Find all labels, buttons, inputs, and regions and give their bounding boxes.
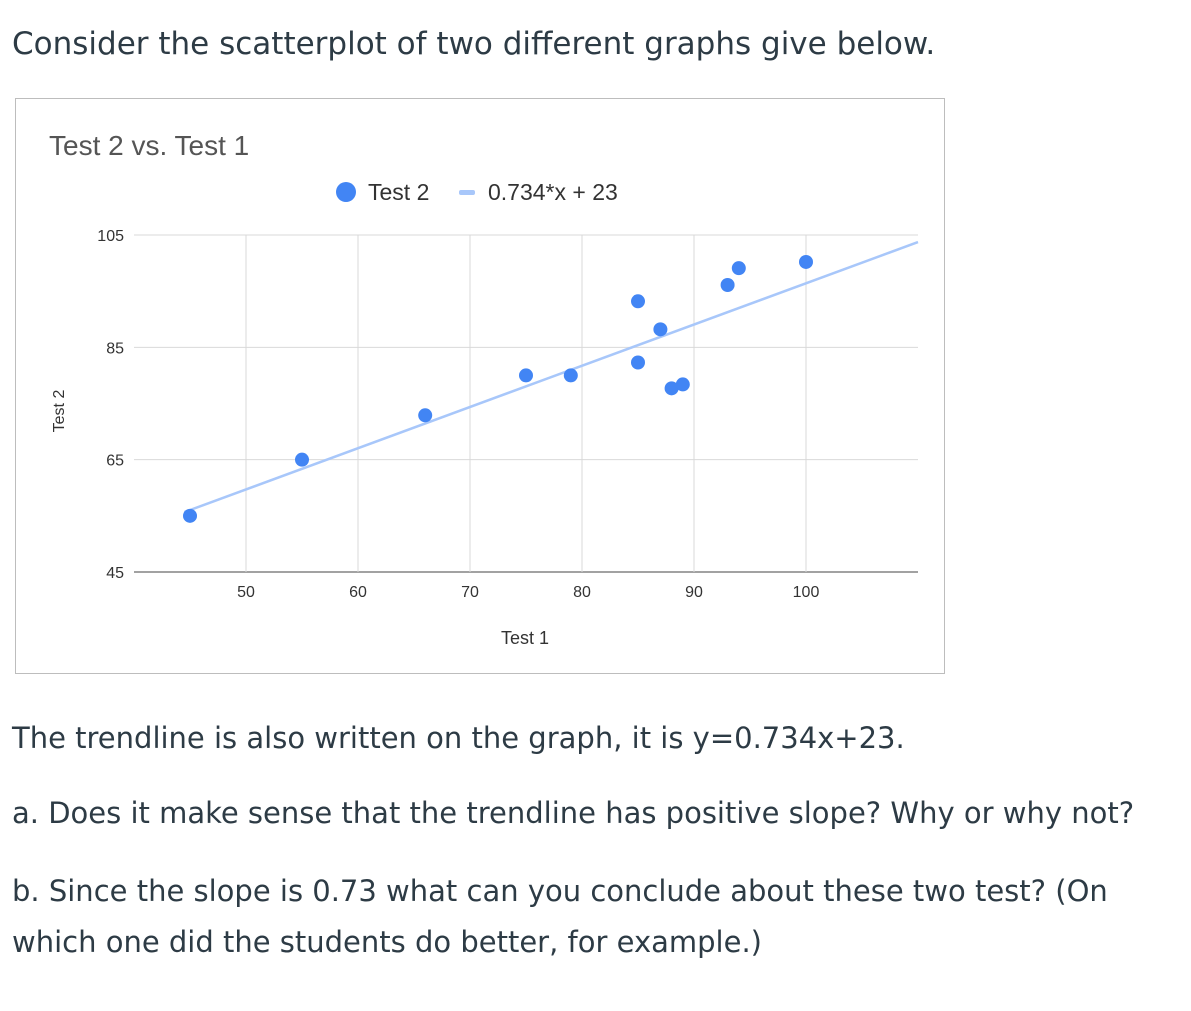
y-tick-label: 45 — [106, 565, 124, 582]
legend-label-trendline: 0.734*x + 23 — [488, 179, 618, 205]
x-tick-label: 60 — [349, 584, 367, 601]
x-tick-label: 50 — [237, 584, 255, 601]
legend-marker-test2 — [336, 182, 356, 202]
data-point — [631, 294, 645, 309]
data-point — [720, 277, 735, 292]
x-tick-label: 70 — [461, 584, 479, 601]
data-point — [653, 322, 668, 337]
y-axis-label: Test 2 — [51, 390, 68, 433]
question-b-line-1: b. Since the slope is 0.73 what can you … — [12, 874, 1108, 908]
grid — [134, 234, 918, 573]
x-tick-label: 90 — [685, 584, 703, 601]
data-point — [664, 381, 679, 396]
y-tick-label: 105 — [97, 228, 124, 245]
chart-title: Test 2 vs. Test 1 — [49, 130, 249, 161]
intro-text: Consider the scatterplot of two differen… — [12, 26, 936, 62]
data-point — [631, 355, 645, 370]
y-tick-label: 65 — [106, 453, 124, 470]
x-axis-label: Test 1 — [501, 628, 549, 648]
data-points — [183, 254, 813, 523]
trendline-statement: The trendline is also written on the gra… — [12, 721, 905, 755]
scatter-chart: 50 60 70 80 90 100 45 65 85 105 Test 2 vs. Test … — [15, 98, 945, 674]
question-b-line-2: which one did the students do better, fo… — [12, 925, 762, 959]
question-b: b. Since the slope is 0.73 what can you … — [12, 866, 1108, 968]
data-point — [799, 254, 813, 269]
trendline — [183, 240, 919, 514]
data-point — [418, 408, 433, 423]
question-a: a. Does it make sense that the trendline… — [12, 796, 1135, 830]
legend-marker-trendline — [459, 190, 475, 195]
data-point — [731, 261, 746, 276]
x-axis-ticks: 50 60 70 80 90 100 — [237, 584, 819, 601]
chart-canvas: 50 60 70 80 90 100 45 65 85 105 Test 2 vs. Test … — [49, 130, 919, 648]
data-point — [519, 368, 533, 383]
data-point — [183, 508, 197, 523]
y-tick-label: 85 — [106, 340, 124, 357]
legend-label-test2: Test 2 — [368, 179, 429, 205]
x-tick-label: 100 — [793, 584, 820, 601]
x-tick-label: 80 — [573, 584, 591, 601]
data-point — [675, 377, 690, 392]
data-point — [295, 452, 309, 467]
data-point — [563, 368, 578, 383]
y-axis-ticks: 45 65 85 105 — [97, 228, 124, 582]
